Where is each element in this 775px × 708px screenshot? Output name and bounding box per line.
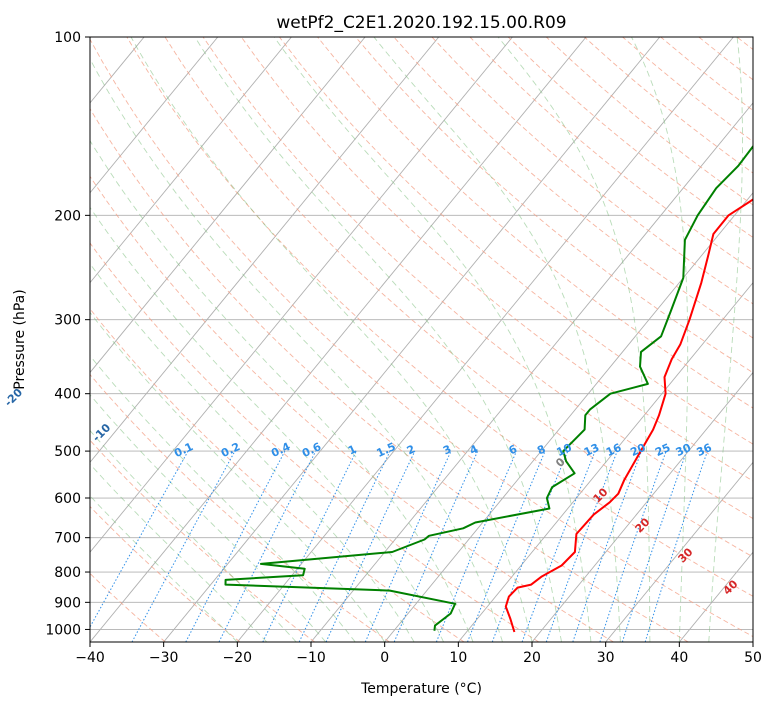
dry-adiabat-line — [90, 175, 614, 642]
isotherm-line — [457, 281, 753, 642]
mixing-ratio-label: 16 — [604, 441, 624, 459]
dry-adiabat-line — [317, 37, 753, 409]
dry-adiabat-line — [164, 37, 753, 558]
dry-adiabat-line — [126, 37, 753, 597]
mixing-ratio-line — [325, 450, 416, 642]
moist-adiabat-line — [90, 355, 356, 642]
moist-adiabat-line — [194, 37, 562, 642]
isotherm-line — [531, 371, 753, 642]
chart-title: wetPf2_C2E1.2020.192.15.00.R09 — [276, 13, 566, 33]
moist-adiabat-line — [708, 37, 743, 642]
mixing-ratio-label: 30 — [674, 441, 694, 459]
moist-adiabat-line — [373, 37, 621, 642]
dry-adiabat-line — [431, 37, 753, 305]
mixing-ratio-line — [545, 450, 618, 642]
isotherm-line — [90, 37, 587, 642]
isotherm-line — [90, 37, 219, 194]
x-tick-label: 30 — [597, 650, 615, 666]
isotherm-line — [90, 37, 513, 553]
moist-adiabat-line — [90, 311, 386, 642]
x-tick-label: 20 — [523, 650, 541, 666]
x-tick-label: 50 — [744, 650, 762, 666]
x-tick-label: −40 — [75, 650, 105, 666]
mixing-ratio-line — [521, 450, 596, 642]
isotherm-line — [90, 37, 366, 374]
mixing-ratio-line — [491, 450, 569, 642]
mixing-ratio-line — [185, 450, 286, 642]
isotherm-line — [384, 192, 753, 642]
moist-adiabat-line — [631, 37, 689, 642]
isotherm-line — [605, 461, 753, 642]
x-tick-label: −30 — [149, 650, 179, 666]
moist-adiabat-line — [90, 495, 238, 642]
isotherm-line — [90, 37, 440, 464]
x-tick-label: 10 — [449, 650, 467, 666]
mixing-ratio-line — [298, 450, 391, 642]
y-tick-label: 1000 — [45, 622, 81, 638]
dry-adiabat-line — [90, 107, 689, 642]
y-tick-label: 200 — [54, 208, 81, 224]
mixing-ratio-label: 25 — [653, 441, 672, 459]
dry-adiabat-line — [202, 37, 753, 520]
x-axis-label: Temperature (°C) — [360, 681, 482, 697]
moist-adiabat-line — [90, 139, 474, 642]
dry-adiabat-line — [90, 242, 540, 642]
mixing-ratio-line — [364, 450, 452, 642]
dewpoint-line — [224, 144, 753, 631]
isotherm-line — [310, 102, 753, 642]
mixing-ratio-label: 13 — [582, 441, 601, 459]
moist-adiabat-line — [130, 37, 533, 642]
dry-adiabat-line — [90, 505, 241, 642]
dry-adiabat-line — [90, 439, 315, 642]
y-tick-label: 700 — [54, 531, 81, 547]
moist-adiabat-line — [90, 263, 415, 642]
y-tick-label: 500 — [54, 444, 81, 460]
mixing-ratio-line — [467, 450, 546, 642]
mixing-ratio-line — [644, 450, 708, 642]
mixing-ratio-line — [572, 450, 642, 642]
mixing-ratio-label: 20 — [628, 441, 648, 459]
x-tick-label: 0 — [380, 650, 389, 666]
moist-adiabat-line — [497, 37, 651, 642]
temperature-line — [504, 198, 753, 633]
moist-adiabat-line — [273, 37, 592, 642]
x-tick-label: 40 — [670, 650, 688, 666]
moist-adiabat-line — [90, 206, 445, 642]
mixing-ratio-label: 36 — [695, 441, 715, 459]
mixing-ratio-line — [599, 450, 667, 642]
y-axis-label: Pressure (hPa) — [12, 289, 28, 389]
x-tick-label: −20 — [223, 650, 253, 666]
mixing-ratio-line — [90, 450, 189, 629]
y-tick-label: 600 — [54, 491, 81, 507]
mixing-ratio-line — [393, 450, 479, 642]
dry-adiabat-line — [90, 308, 465, 642]
y-tick-label: 900 — [54, 595, 81, 611]
moist-adiabat-line — [90, 58, 503, 642]
plot-frame — [89, 36, 754, 643]
y-tick-label: 100 — [54, 30, 81, 46]
mixing-ratio-label: 10 — [555, 441, 575, 459]
x-tick-label: −10 — [296, 650, 326, 666]
mixing-ratio-line — [131, 450, 236, 642]
mixing-ratio-line — [621, 450, 688, 642]
y-tick-label: 400 — [54, 387, 81, 403]
isotherm-line — [90, 37, 292, 284]
mixing-ratio-line — [218, 450, 317, 642]
y-tick-label: 800 — [54, 565, 81, 581]
y-tick-label: 300 — [54, 313, 81, 329]
isotherm-line — [236, 37, 734, 642]
